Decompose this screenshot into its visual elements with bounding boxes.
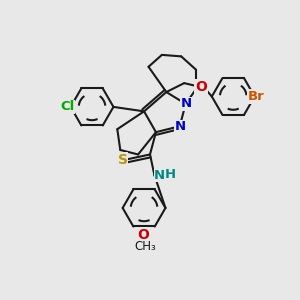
Text: N: N: [175, 120, 186, 133]
Text: CH₃: CH₃: [134, 239, 156, 253]
Text: S: S: [118, 152, 128, 167]
Text: O: O: [195, 80, 207, 94]
Text: O: O: [137, 228, 149, 242]
Text: N: N: [181, 98, 192, 110]
Text: Br: Br: [248, 90, 265, 103]
Text: N: N: [154, 169, 165, 182]
Text: Cl: Cl: [60, 100, 74, 113]
Text: H: H: [165, 168, 176, 181]
